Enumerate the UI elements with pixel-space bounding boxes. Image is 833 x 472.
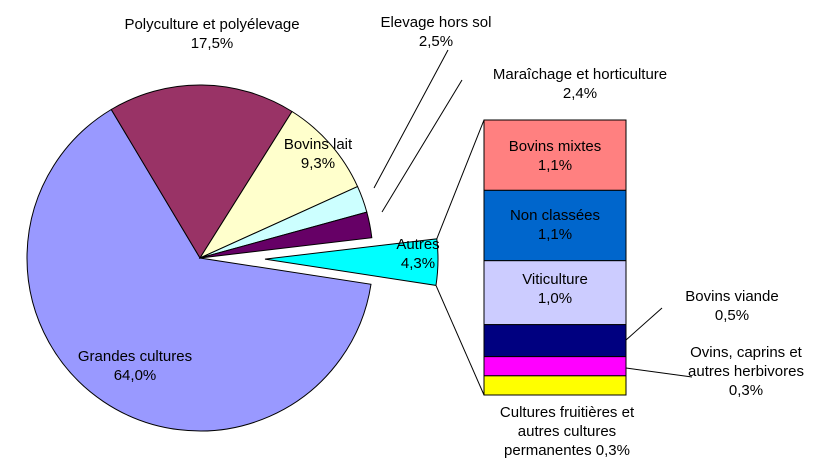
category-label: Bovins lait <box>283 136 353 153</box>
value-label: 1,1% <box>537 157 573 174</box>
slice-label: Bovins mixtes 1,1% <box>484 137 626 175</box>
slice-label: Autres 4,3% <box>378 235 458 273</box>
leader-line <box>625 367 693 378</box>
slice-label: Elevage hors sol 2,5% <box>346 13 526 51</box>
pie-slice <box>110 84 293 259</box>
slice-label: Bovins viande 0,5% <box>657 287 807 325</box>
pie-slice <box>198 110 359 260</box>
category-label: Maraîchage et horticulture <box>492 66 668 83</box>
value-label: 9,3% <box>300 155 336 172</box>
pie-slice <box>264 238 439 286</box>
value-label: 2,5% <box>418 33 454 50</box>
category-label: Ovins, caprins et autres herbivores <box>688 344 804 380</box>
pie-slice <box>26 108 372 432</box>
value-label: 0,3% <box>595 442 630 459</box>
value-label: 17,5% <box>190 35 234 52</box>
category-label: Viticulture <box>522 271 588 288</box>
category-label: Bovins viande <box>685 288 779 305</box>
slice-label: Non classées 1,1% <box>484 206 626 244</box>
slice-label: Grandes cultures 64,0% <box>35 347 235 385</box>
pie-slice <box>199 211 373 259</box>
value-label: 1,1% <box>537 226 573 243</box>
breakdown-segment <box>483 119 627 191</box>
category-label: Elevage hors sol <box>380 14 492 31</box>
slice-label: Bovins lait 9,3% <box>263 135 373 173</box>
category-label: Grandes cultures <box>77 348 193 365</box>
category-label: Cultures fruitières et autres cultures p… <box>499 404 635 459</box>
value-label: 4,3% <box>400 255 436 272</box>
category-label: Polyculture et polyélevage <box>124 16 300 33</box>
breakdown-segment <box>483 375 627 396</box>
slice-label: Maraîchage et horticulture 2,4% <box>450 65 710 103</box>
slice-label: Viticulture 1,0% <box>484 270 626 308</box>
value-label: 2,4% <box>562 85 598 102</box>
slice-label: Cultures fruitières et autres cultures p… <box>482 403 652 460</box>
slice-label: Polyculture et polyélevage 17,5% <box>82 15 342 53</box>
breakdown-segment <box>483 189 627 262</box>
category-label: Autres <box>396 236 440 253</box>
value-label: 1,0% <box>537 290 573 307</box>
slice-label: Ovins, caprins et autres herbivores 0,3% <box>671 343 821 400</box>
value-label: 64,0% <box>113 367 157 384</box>
leader-line <box>373 49 449 189</box>
connector <box>436 119 485 240</box>
breakdown-segment <box>483 324 627 358</box>
value-label: 0,5% <box>714 307 750 324</box>
breakdown-segment <box>483 356 627 377</box>
leader-line <box>625 307 663 341</box>
category-label: Bovins mixtes <box>508 138 602 155</box>
value-label: 0,3% <box>728 382 764 399</box>
breakdown-segment <box>483 260 627 326</box>
leader-line <box>381 79 463 213</box>
connector <box>435 285 485 396</box>
category-label: Non classées <box>509 207 601 224</box>
